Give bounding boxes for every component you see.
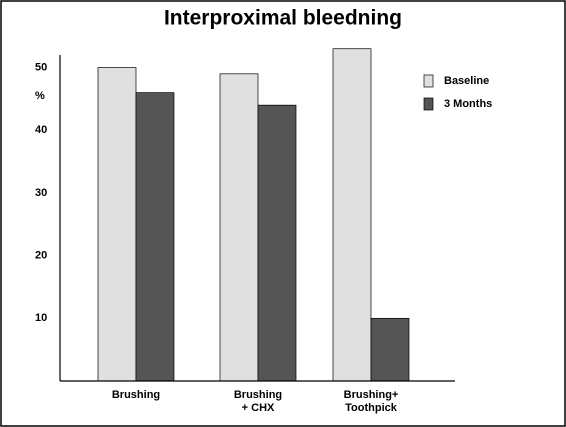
bar: [135, 92, 175, 382]
legend-swatch: [423, 74, 434, 88]
y-tick-label: 10: [35, 312, 47, 324]
bar: [332, 48, 372, 382]
y-axis-label: %: [35, 90, 45, 102]
y-tick-label: 50: [35, 61, 47, 73]
y-tick-label: 40: [35, 124, 47, 136]
x-tick-label: Brushing: [111, 389, 161, 401]
bar: [219, 73, 259, 382]
x-tick-label: Brushing + CHX: [233, 389, 283, 414]
y-tick-label: 30: [35, 187, 47, 199]
x-tick-label: Brushing+ Toothpick: [343, 389, 399, 414]
bar: [370, 317, 410, 382]
bar: [257, 104, 297, 382]
legend-swatch: [423, 97, 434, 111]
y-tick-label: 20: [35, 250, 47, 262]
legend-label: 3 Months: [444, 98, 492, 110]
chart-title: Interproximal bleedning: [164, 7, 402, 30]
bar: [97, 67, 137, 382]
legend-label: Baseline: [444, 75, 489, 87]
